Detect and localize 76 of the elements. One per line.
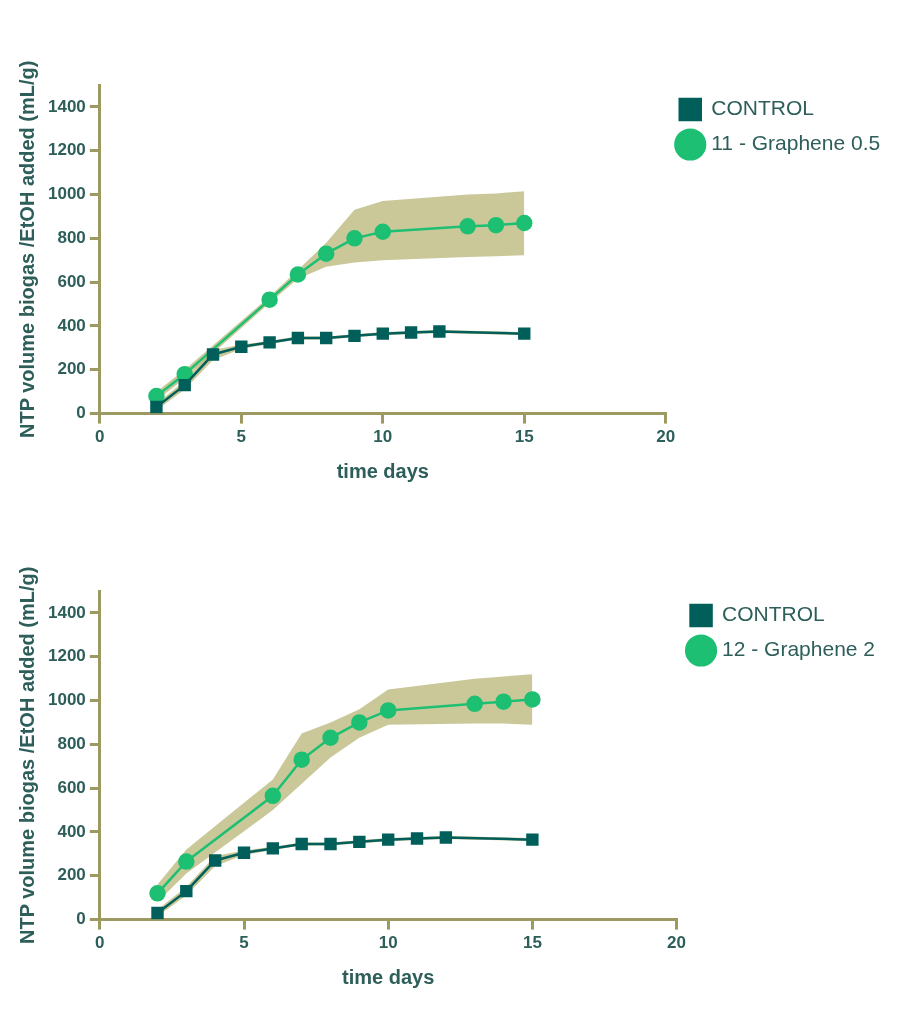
- point: [495, 693, 512, 710]
- legend-label: CONTROL: [711, 96, 814, 120]
- point: [266, 842, 280, 855]
- point: [351, 714, 368, 731]
- point: [151, 906, 164, 920]
- point: [404, 326, 418, 339]
- y-axis-title: NTP volume biogas /EtOH added (mL/g): [15, 566, 38, 945]
- y-tick-label: 200: [57, 865, 86, 885]
- point: [516, 214, 533, 232]
- point: [459, 218, 476, 235]
- x-axis-title: time days: [342, 965, 435, 988]
- point: [324, 837, 337, 851]
- x-tick-label: 5: [236, 427, 247, 447]
- x-tick-label: 10: [373, 427, 393, 447]
- point: [439, 831, 453, 844]
- point: [235, 340, 248, 353]
- x-tick-label: 0: [95, 933, 105, 953]
- point: [178, 378, 191, 392]
- point: [261, 291, 278, 308]
- legend-label: CONTROL: [722, 602, 825, 626]
- y-tick-label: 1400: [47, 96, 86, 116]
- point: [291, 331, 305, 345]
- point: [526, 833, 539, 846]
- x-tick-label: 0: [95, 427, 105, 447]
- point: [317, 245, 335, 262]
- y-tick-label: 1400: [47, 602, 86, 622]
- legend-label: 12 - Graphene 2: [722, 637, 875, 661]
- point: [149, 885, 166, 902]
- y-tick-label: 0: [76, 909, 86, 929]
- x-tick-label: 10: [378, 933, 398, 953]
- point: [433, 325, 446, 338]
- y-tick-label: 600: [57, 271, 86, 291]
- point: [374, 223, 392, 241]
- point: [518, 327, 531, 340]
- point: [376, 327, 389, 340]
- point: [319, 331, 333, 345]
- point: [295, 837, 308, 851]
- y-axis-title: NTP volume biogas /EtOH added (mL/g): [15, 60, 38, 439]
- y-tick-label: 0: [76, 403, 86, 423]
- y-tick-label: 400: [57, 315, 86, 335]
- x-tick-label: 5: [239, 933, 249, 953]
- point: [237, 846, 251, 859]
- point: [263, 336, 276, 349]
- point: [289, 266, 307, 283]
- point: [206, 348, 220, 361]
- y-tick-label: 800: [57, 228, 86, 248]
- y-tick-label: 1200: [47, 646, 86, 666]
- point: [348, 329, 361, 343]
- y-tick-label: 800: [57, 734, 86, 754]
- point: [353, 835, 366, 849]
- point: [178, 853, 195, 870]
- point: [346, 230, 363, 247]
- y-tick-label: 200: [57, 359, 86, 379]
- point: [150, 400, 163, 414]
- point: [208, 854, 222, 867]
- point: [410, 832, 424, 845]
- point: [322, 729, 339, 747]
- x-tick-label: 15: [522, 933, 542, 953]
- y-tick-label: 1200: [47, 140, 86, 160]
- legend-label: 11 - Graphene 0.5: [711, 131, 881, 155]
- y-tick-label: 1000: [47, 690, 86, 710]
- y-tick-label: 400: [57, 821, 86, 841]
- point: [487, 216, 505, 234]
- point: [524, 691, 541, 708]
- point: [466, 695, 483, 713]
- point: [264, 787, 282, 805]
- x-tick-label: 20: [656, 427, 676, 447]
- x-tick-label: 20: [667, 933, 687, 953]
- y-tick-label: 1000: [47, 184, 86, 204]
- point: [381, 833, 395, 846]
- x-tick-label: 15: [514, 427, 534, 447]
- point: [180, 884, 193, 898]
- point: [293, 751, 310, 768]
- point: [379, 702, 397, 719]
- y-tick-label: 600: [57, 777, 86, 797]
- x-axis-title: time days: [336, 459, 429, 482]
